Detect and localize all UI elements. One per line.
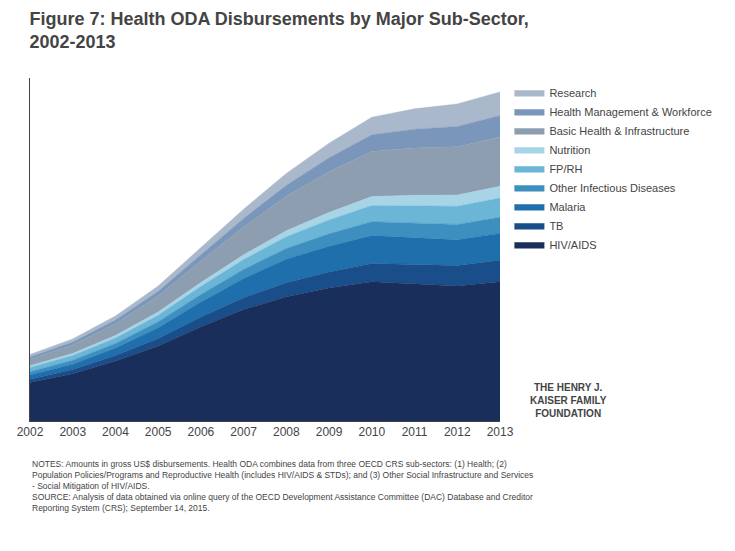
svg-text:TB: TB xyxy=(549,220,563,232)
svg-text:FP/RH: FP/RH xyxy=(549,163,582,175)
svg-text:Other Infectious Diseases: Other Infectious Diseases xyxy=(549,182,675,194)
svg-text:Basic Health & Infrastructure: Basic Health & Infrastructure xyxy=(549,125,689,137)
svg-text:2005: 2005 xyxy=(145,425,172,439)
svg-text:2002: 2002 xyxy=(17,425,44,439)
svg-text:THE HENRY J.KAISER FAMILYFOUND: THE HENRY J.KAISER FAMILYFOUNDATION xyxy=(530,382,607,419)
svg-text:2009: 2009 xyxy=(316,425,343,439)
svg-text:HIV/AIDS: HIV/AIDS xyxy=(549,239,596,251)
svg-text:Malaria: Malaria xyxy=(549,201,586,213)
svg-text:2010: 2010 xyxy=(358,425,385,439)
svg-text:Health Management & Workforce: Health Management & Workforce xyxy=(549,106,711,118)
svg-text:2007: 2007 xyxy=(230,425,257,439)
svg-text:2003: 2003 xyxy=(59,425,86,439)
svg-text:2013: 2013 xyxy=(487,425,514,439)
svg-text:2006: 2006 xyxy=(188,425,215,439)
svg-text:2004: 2004 xyxy=(102,425,129,439)
svg-text:Nutrition: Nutrition xyxy=(549,144,590,156)
svg-text:Research: Research xyxy=(549,87,596,99)
svg-text:2011: 2011 xyxy=(402,425,428,439)
svg-text:Figure 7: Health ODA Disbursem: Figure 7: Health ODA Disbursements by Ma… xyxy=(29,9,528,52)
svg-text:2008: 2008 xyxy=(273,425,300,439)
svg-text:NOTES: Amounts in gross US$ di: NOTES: Amounts in gross US$ disbursement… xyxy=(32,459,533,513)
svg-text:2012: 2012 xyxy=(444,425,471,439)
